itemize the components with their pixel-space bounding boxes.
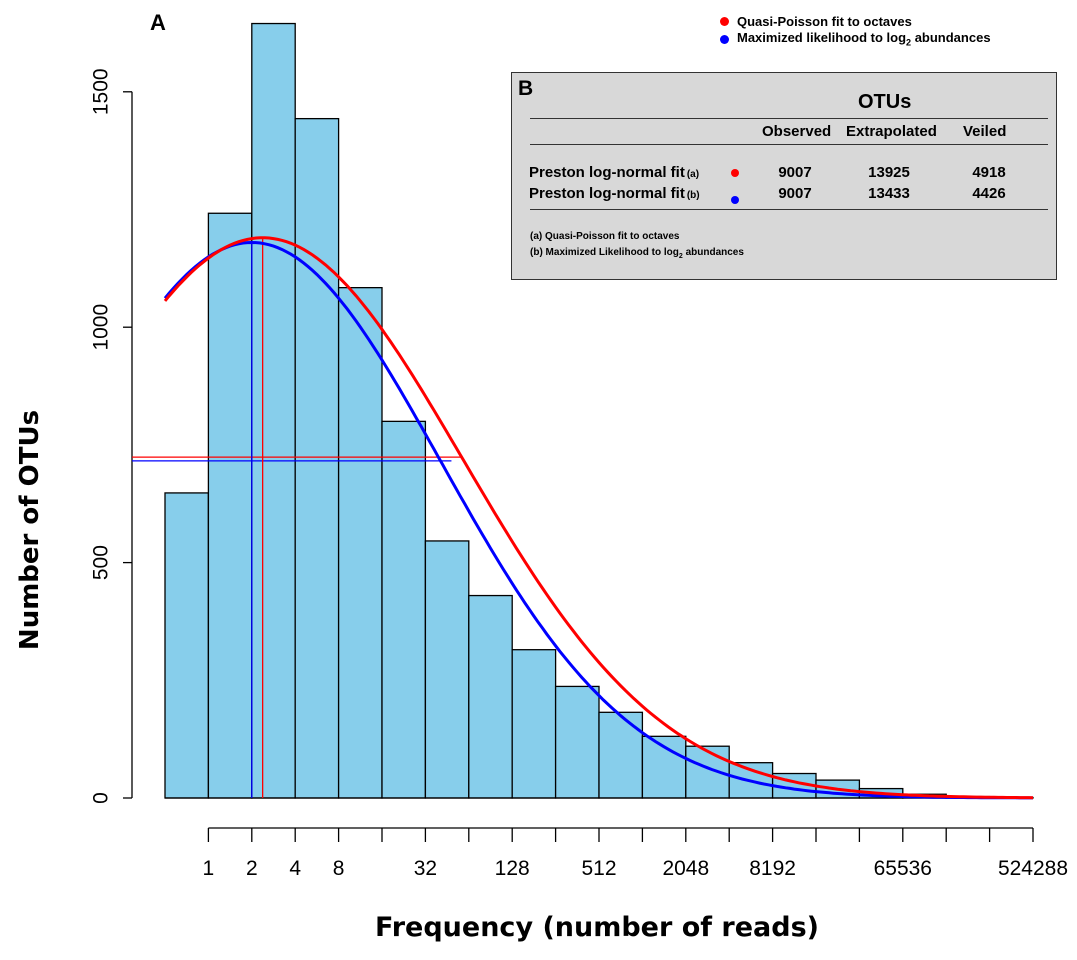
x-tick-label: 128 [495,857,530,880]
histogram-bar [337,287,383,799]
column-header-observed: Observed [762,123,832,140]
x-tick-label: 2048 [662,857,709,880]
cell-b-veiled: 4426 [972,185,1006,202]
histogram-bar [164,492,210,799]
histogram-bar [294,117,340,799]
x-axis-label: Frequency (number of reads) [375,912,819,943]
x-tick-label: 4 [289,857,301,880]
histogram-bar [381,420,427,799]
histogram-bar [251,22,296,799]
footnote-a: (a) Quasi-Poisson fit to octaves [530,231,680,242]
x-tick-label: 32 [414,857,437,880]
histogram-bar [598,711,644,799]
y-axis-label: Number of OTUs [15,409,45,651]
summary-table-panel: B OTUs Observed Extrapolated Veiled Pres… [511,72,1057,280]
row-label-a: Preston log-normal fit (a) [529,164,700,181]
fitted-curve [163,240,1033,800]
column-header-veiled: Veiled [963,123,1007,140]
legend: Quasi-Poisson fit to octaves Maximized l… [720,12,991,48]
histogram-bar [511,649,557,799]
x-tick-label: 524288 [998,857,1068,880]
x-tick-label: 1 [203,857,215,880]
footnote-b: (b) Maximized Likelihood to log2 abundan… [530,247,744,260]
cell-b-extrapolated: 13433 [868,185,910,202]
blue-dot-icon [720,34,729,44]
blue-dot-icon [731,196,739,204]
histogram-bar [554,685,600,799]
y-tick-label: 1500 [90,68,113,115]
y-tick-label: 0 [90,792,113,804]
cell-b-observed: 9007 [778,185,812,202]
table-group-header: OTUs [858,91,912,113]
histogram-bar [207,212,253,799]
table-rule-top [530,118,1048,119]
histogram-bar [424,540,470,799]
x-tick-label: 512 [581,857,616,880]
red-dot-icon [731,169,739,177]
x-tick-label: 8 [333,857,345,880]
x-tick-label: 2 [246,857,258,880]
column-header-extrapolated: Extrapolated [846,123,937,140]
cell-a-extrapolated: 13925 [868,164,910,181]
legend-label-quasi-poisson: Quasi-Poisson fit to octaves [737,13,912,29]
x-tick-label: 65536 [874,857,932,880]
x-tick-label: 8192 [749,857,796,880]
legend-item-max-likelihood: Maximized likelihood to log2 abundances [720,30,991,48]
table-rule-header [530,144,1048,145]
y-tick-label: 500 [90,545,113,580]
red-dot-icon [720,16,729,26]
cell-a-veiled: 4918 [972,164,1006,181]
panel-b-label: B [518,77,534,100]
histogram-bar [468,594,513,799]
fitted-curve [163,236,1034,800]
y-tick-label: 1000 [90,304,113,351]
table-rule-bottom [530,209,1048,210]
row-label-b: Preston log-normal fit (b) [529,185,700,202]
panel-a-label: A [150,10,166,35]
legend-item-quasi-poisson: Quasi-Poisson fit to octaves [720,12,991,30]
legend-label-max-likelihood: Maximized likelihood to log2 abundances [737,30,991,48]
cell-a-observed: 9007 [778,164,812,181]
